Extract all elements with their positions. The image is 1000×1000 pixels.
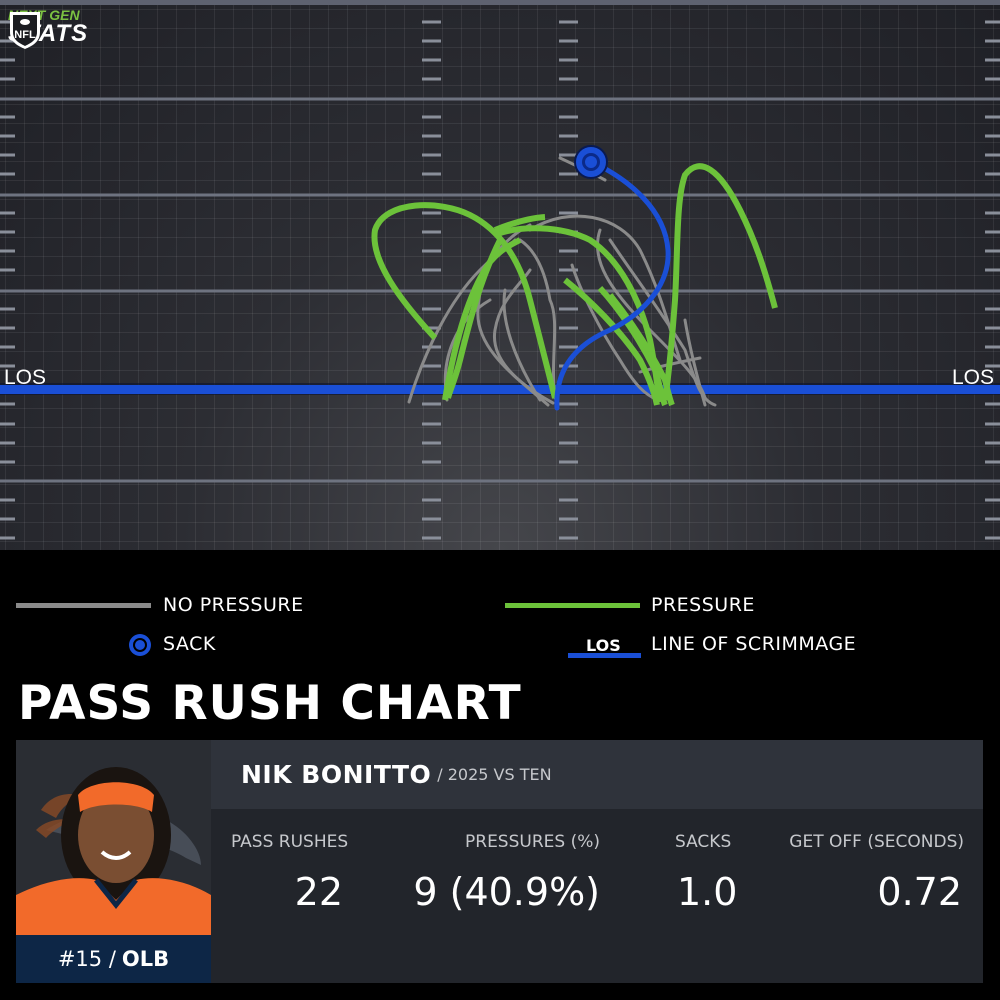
legend-no-pressure-swatch bbox=[16, 603, 151, 608]
next-gen-stats-logo: NFL NEXT GEN STATS bbox=[8, 8, 88, 49]
stat-value-sacks: 1.0 bbox=[677, 870, 738, 914]
player-number: #15 / bbox=[57, 947, 116, 971]
legend-pressure-swatch bbox=[505, 603, 640, 608]
sack-trail bbox=[554, 159, 671, 411]
stat-label-pressures: PRESSURES (%) bbox=[465, 832, 600, 852]
player-headshot-icon bbox=[16, 767, 211, 935]
player-name-bar: NIK BONITTO / 2025 VS TEN bbox=[211, 740, 983, 809]
nfl-shield-icon: NFL bbox=[10, 12, 40, 49]
player-number-position: #15 / OLB bbox=[16, 935, 211, 983]
stat-value-pressures: 9 (40.9%) bbox=[413, 870, 600, 914]
line-of-scrimmage bbox=[0, 385, 1000, 394]
los-label-left: LOS bbox=[4, 366, 47, 389]
legend-los-badge: LOS bbox=[586, 636, 621, 655]
field-top-border bbox=[0, 0, 1000, 5]
player-context: / 2025 VS TEN bbox=[437, 765, 552, 784]
legend-no-pressure-label: NO PRESSURE bbox=[163, 594, 304, 616]
stat-label-sacks: SACKS bbox=[675, 832, 732, 852]
legend-sack-label: SACK bbox=[163, 633, 216, 655]
legend-sack-icon bbox=[129, 634, 151, 656]
stat-value-get-off: 0.72 bbox=[877, 870, 962, 914]
stat-label-get-off: GET OFF (SECONDS) bbox=[789, 832, 964, 852]
svg-text:NFL: NFL bbox=[14, 29, 36, 41]
player-photo: #15 / OLB bbox=[16, 740, 211, 983]
player-card: #15 / OLB NIK BONITTO / 2025 VS TEN PASS… bbox=[16, 740, 983, 983]
legend-pressure-label: PRESSURE bbox=[651, 594, 755, 616]
field-grid bbox=[0, 5, 1000, 550]
pressure-trails bbox=[371, 163, 778, 407]
legend-los-label: LINE OF SCRIMMAGE bbox=[651, 633, 857, 655]
player-position: OLB bbox=[121, 947, 170, 971]
player-name: NIK BONITTO bbox=[241, 760, 432, 789]
stat-value-pass-rushes: 22 bbox=[294, 870, 343, 914]
field-svg bbox=[0, 20, 1000, 540]
los-label-right: LOS bbox=[951, 366, 994, 389]
stat-label-pass-rushes: PASS RUSHES bbox=[231, 832, 349, 852]
field-chart: LOS LOS NFL NEXT GEN STATS bbox=[0, 0, 1000, 550]
yard-lines bbox=[0, 97, 1000, 483]
legend-los-swatch bbox=[568, 653, 641, 658]
page-title: PASS RUSH CHART bbox=[18, 676, 522, 731]
